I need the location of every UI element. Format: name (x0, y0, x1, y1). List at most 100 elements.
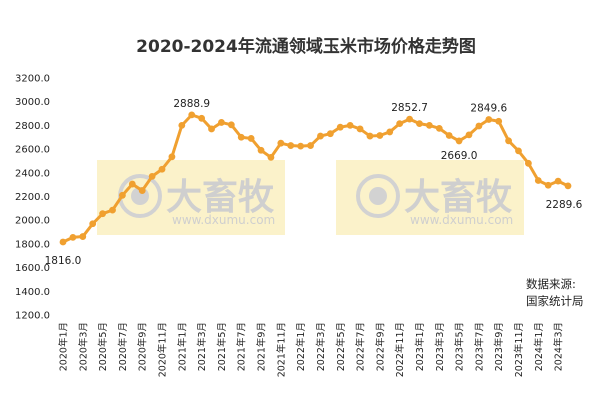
data-point (237, 133, 245, 141)
data-point (386, 128, 394, 136)
data-point (445, 132, 453, 139)
data-label: 2852.7 (391, 102, 428, 114)
x-tick-label: 2023年5月 (454, 322, 466, 371)
x-tick-label: 2020年3月 (77, 322, 89, 371)
x-tick-label: 2020年5月 (97, 322, 109, 371)
data-point (109, 206, 116, 214)
data-point (128, 180, 136, 188)
watermarks: 大畜牧 www.dxumu.com 大畜牧 www.dxumu.com (97, 160, 524, 235)
series-layer (59, 111, 572, 246)
x-tick-label: 2022年1月 (295, 322, 307, 371)
data-point (267, 153, 275, 161)
data-point (297, 142, 305, 150)
data-point (79, 233, 87, 240)
x-tick-label: 2021年7月 (236, 322, 248, 371)
x-tick-label: 2022年9月 (374, 322, 386, 371)
data-label: 2669.0 (441, 150, 478, 162)
data-point (336, 123, 344, 131)
x-tick-label: 2021年1月 (176, 322, 188, 371)
data-label: 2888.9 (173, 98, 210, 110)
data-point (208, 125, 215, 133)
data-point (277, 139, 285, 147)
data-label: 2289.6 (546, 199, 583, 211)
y-tick-label: 3200.0 (15, 74, 50, 85)
data-point (89, 220, 97, 228)
y-tick-label: 2000.0 (15, 216, 50, 227)
y-tick-label: 1800.0 (15, 239, 50, 250)
x-tick-label: 2022年11月 (394, 322, 406, 377)
x-tick-label: 2020年1月 (58, 322, 70, 371)
watermark-right-url: www.dxumu.com (410, 213, 513, 227)
data-point (168, 153, 176, 161)
x-tick-label: 2023年7月 (473, 322, 485, 371)
data-point (227, 121, 235, 129)
data-point (495, 117, 503, 125)
data-point (554, 177, 562, 185)
x-tick-label: 2024年3月 (553, 322, 565, 371)
x-tick-label: 2020年11月 (157, 322, 169, 377)
data-point (366, 132, 374, 140)
data-point (178, 122, 186, 129)
data-point (515, 147, 522, 155)
x-tick-label: 2022年3月 (315, 322, 327, 371)
data-point (218, 119, 225, 126)
watermark-right-panel (336, 160, 524, 235)
x-tick-label: 2021年3月 (196, 322, 208, 371)
data-point (247, 135, 255, 142)
x-tick-label: 2023年9月 (493, 322, 505, 371)
data-point (158, 165, 166, 173)
x-tick-label: 2021年9月 (256, 322, 268, 371)
data-point (119, 191, 126, 199)
watermark-left-panel (97, 160, 285, 235)
data-point (524, 159, 532, 167)
data-point (534, 177, 542, 184)
data-point (475, 122, 483, 130)
watermark-right-logo-icon (356, 174, 400, 218)
data-point (356, 125, 364, 133)
x-tick-label: 2023年1月 (414, 322, 426, 371)
data-point (307, 142, 314, 149)
y-tick-label: 2800.0 (15, 121, 50, 132)
x-tick-label: 2024年1月 (533, 322, 545, 371)
y-tick-label: 1600.0 (15, 263, 50, 274)
x-tick-label: 2021年11月 (275, 322, 287, 377)
y-tick-label: 2200.0 (15, 192, 50, 203)
data-label: 2849.6 (470, 103, 507, 115)
y-tick-label: 1400.0 (15, 287, 50, 298)
watermark-left-url: www.dxumu.com (172, 213, 275, 227)
chart-title: 2020-2024年流通领域玉米市场价格走势图 (136, 36, 476, 57)
y-tick-label: 2400.0 (15, 168, 50, 179)
data-label: 1816.0 (45, 255, 82, 267)
data-point (425, 122, 433, 129)
data-point (69, 233, 77, 241)
data-point (59, 238, 67, 246)
watermark-right-brand: 大畜牧 (404, 177, 513, 218)
data-point (505, 137, 512, 145)
x-tick-label: 2020年7月 (117, 322, 129, 371)
x-tick-label: 2021年5月 (216, 322, 228, 371)
watermark-left: 大畜牧 www.dxumu.com (97, 160, 285, 235)
data-point (376, 132, 384, 139)
x-axis: 2020年1月 2020年3月 2020年5月 2020年7月 2020年9月 2020年… (58, 322, 565, 377)
data-point (257, 146, 265, 154)
watermark-right-logo-dot-icon (369, 187, 387, 205)
data-point (455, 137, 463, 145)
data-point (435, 124, 443, 132)
data-point (188, 111, 196, 119)
source-label: 数据来源: (526, 277, 576, 291)
x-tick-label: 2020年9月 (137, 322, 149, 371)
y-axis: 1200.0 1400.0 1600.0 1800.0 2000.0 2200.0 2400… (15, 74, 50, 322)
y-tick-label: 2600.0 (15, 145, 50, 156)
y-tick-label: 3000.0 (15, 97, 50, 108)
data-point (148, 172, 156, 180)
watermark-right: 大畜牧 www.dxumu.com (336, 160, 524, 235)
data-point (485, 116, 493, 123)
series-line (61, 113, 570, 244)
data-point (544, 181, 552, 189)
data-point (406, 115, 413, 123)
data-point (564, 182, 572, 190)
data-point (346, 122, 354, 129)
data-point (465, 131, 473, 139)
y-tick-label: 1200.0 (15, 311, 50, 322)
